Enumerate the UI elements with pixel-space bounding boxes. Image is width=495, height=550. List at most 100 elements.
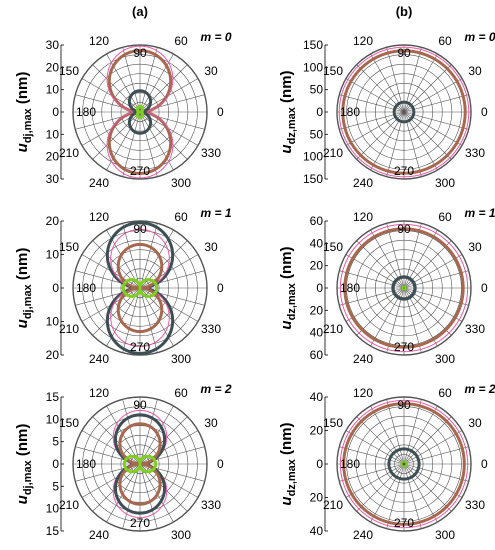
grid-spoke: [81, 463, 141, 498]
radial-tick-label: 150: [303, 172, 323, 186]
radial-tick-label: 20: [310, 303, 324, 317]
angle-label: 120: [89, 34, 109, 48]
angle-label: 270: [394, 516, 414, 530]
angle-label: 30: [204, 64, 218, 78]
angle-label: 150: [59, 240, 79, 254]
m-label: m = 1: [464, 206, 495, 220]
angle-label: 30: [468, 64, 482, 78]
radial-tick-label: 0: [316, 281, 323, 295]
angle-label: 150: [323, 64, 343, 78]
angle-label: 150: [323, 240, 343, 254]
angle-label: 240: [353, 352, 373, 366]
angle-label: 330: [465, 322, 485, 336]
radial-tick-label: 60: [310, 348, 324, 362]
angle-label: 60: [438, 34, 452, 48]
angle-label: 180: [340, 457, 360, 471]
grid-spoke: [122, 223, 141, 289]
angle-label: 210: [59, 322, 79, 336]
angle-label: 330: [201, 322, 221, 336]
grid-spoke: [139, 430, 199, 465]
angle-label: 60: [438, 386, 452, 400]
angle-label: 240: [89, 176, 109, 190]
grid-spoke: [92, 64, 141, 113]
series-green: [122, 454, 158, 474]
grid-spoke: [339, 446, 405, 465]
grid-spoke: [122, 287, 141, 353]
angle-label: 180: [76, 281, 96, 295]
radial-tick-label: 10: [46, 83, 60, 97]
m-label: m = 2: [200, 382, 231, 396]
y-axis-label: udj,max (nm): [14, 248, 34, 329]
angle-label: 330: [201, 498, 221, 512]
angle-label: 60: [174, 34, 188, 48]
radial-tick-label: 20: [46, 60, 60, 74]
angle-label: 150: [59, 416, 79, 430]
radial-tick-label: 100: [303, 150, 323, 164]
angle-label: 120: [353, 386, 373, 400]
series-dark: [387, 447, 421, 481]
m-label: m = 0: [464, 30, 495, 44]
angle-label: 0: [217, 281, 224, 295]
angle-label: 270: [394, 164, 414, 178]
angle-label: 300: [171, 176, 191, 190]
radial-tick-label: 20: [310, 424, 324, 438]
angle-label: 210: [59, 498, 79, 512]
grid-spoke: [139, 463, 199, 498]
grid-spoke: [345, 463, 405, 498]
series-pink: [339, 399, 469, 529]
angle-label: 240: [353, 176, 373, 190]
angle-label: 240: [89, 352, 109, 366]
series-green: [400, 460, 408, 468]
radial-tick-label: 150: [303, 38, 323, 52]
angle-label: 240: [353, 528, 373, 542]
series-dark: [391, 275, 417, 301]
angle-label: 90: [397, 222, 411, 236]
series-green: [401, 285, 407, 291]
radial-tick-label: 30: [46, 38, 60, 52]
radial-tick-label: 0: [316, 457, 323, 471]
angle-label: 30: [468, 416, 482, 430]
grid-spoke: [139, 53, 174, 113]
angle-label: 300: [435, 528, 455, 542]
angle-label: 210: [323, 146, 343, 160]
angle-label: 270: [394, 340, 414, 354]
angle-label: 120: [353, 210, 373, 224]
angle-label: 90: [397, 398, 411, 412]
grid-spoke: [139, 223, 158, 289]
series-brown: [343, 227, 465, 349]
grid-spoke: [386, 463, 405, 529]
grid-spoke: [139, 111, 174, 171]
radial-tick-label: 20: [46, 214, 60, 228]
radial-tick-label: 30: [46, 172, 60, 186]
radial-tick-label: 15: [46, 524, 60, 538]
angle-label: 180: [76, 457, 96, 471]
radial-tick-label: 10: [46, 412, 60, 426]
angle-label: 300: [171, 528, 191, 542]
angle-label: 240: [89, 528, 109, 542]
radial-tick-label: 40: [310, 390, 324, 404]
radial-tick-label: 50: [310, 127, 324, 141]
angle-label: 270: [130, 516, 150, 530]
angle-label: 30: [468, 240, 482, 254]
angle-label: 210: [59, 146, 79, 160]
panel-label-b: (b): [396, 4, 413, 19]
grid-spoke: [122, 399, 141, 465]
angle-label: 300: [435, 352, 455, 366]
radial-tick-label: 40: [310, 326, 324, 340]
grid-spoke: [139, 463, 158, 529]
angle-label: 330: [465, 146, 485, 160]
angle-label: 120: [353, 34, 373, 48]
grid-spoke: [403, 446, 469, 465]
angle-label: 120: [89, 386, 109, 400]
grid-spoke: [403, 416, 452, 465]
grid-spoke: [139, 47, 158, 113]
angle-label: 270: [130, 340, 150, 354]
angle-label: 300: [171, 352, 191, 366]
grid-spoke: [122, 47, 141, 113]
